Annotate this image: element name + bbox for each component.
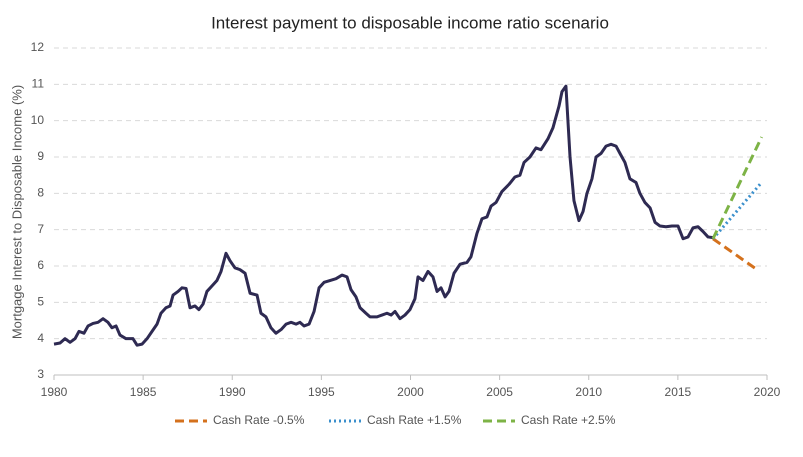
x-tick-label: 2020 — [754, 385, 781, 399]
x-tick-label: 2015 — [665, 385, 692, 399]
y-tick-label: 7 — [37, 222, 44, 236]
x-tick-label: 2000 — [397, 385, 424, 399]
x-tick-label: 2010 — [575, 385, 602, 399]
x-tick-label: 2005 — [486, 385, 513, 399]
y-tick-label: 6 — [37, 258, 44, 272]
x-tick-label: 1990 — [219, 385, 246, 399]
line-series — [712, 237, 758, 271]
x-tick-label: 1980 — [41, 385, 68, 399]
y-tick-label: 12 — [31, 40, 45, 54]
y-tick-label: 11 — [32, 77, 45, 91]
y-tick-label: 9 — [37, 149, 44, 163]
x-tick-label: 1985 — [130, 385, 157, 399]
y-tick-label: 8 — [37, 186, 44, 200]
legend-label: Cash Rate +2.5% — [521, 413, 616, 427]
line-series — [711, 136, 764, 240]
line-series — [53, 84, 714, 347]
y-tick-label: 5 — [37, 295, 44, 309]
legend-label: Cash Rate +1.5% — [367, 413, 462, 427]
chart-title: Interest payment to disposable income ra… — [211, 13, 609, 32]
legend-label: Cash Rate -0.5% — [213, 413, 305, 427]
y-tick-label: 10 — [31, 113, 45, 127]
x-tick-label: 1995 — [308, 385, 335, 399]
y-axis-label: Mortgage Interest to Disposable Income (… — [9, 85, 24, 339]
y-tick-label: 4 — [37, 331, 44, 345]
y-tick-label: 3 — [37, 367, 44, 381]
